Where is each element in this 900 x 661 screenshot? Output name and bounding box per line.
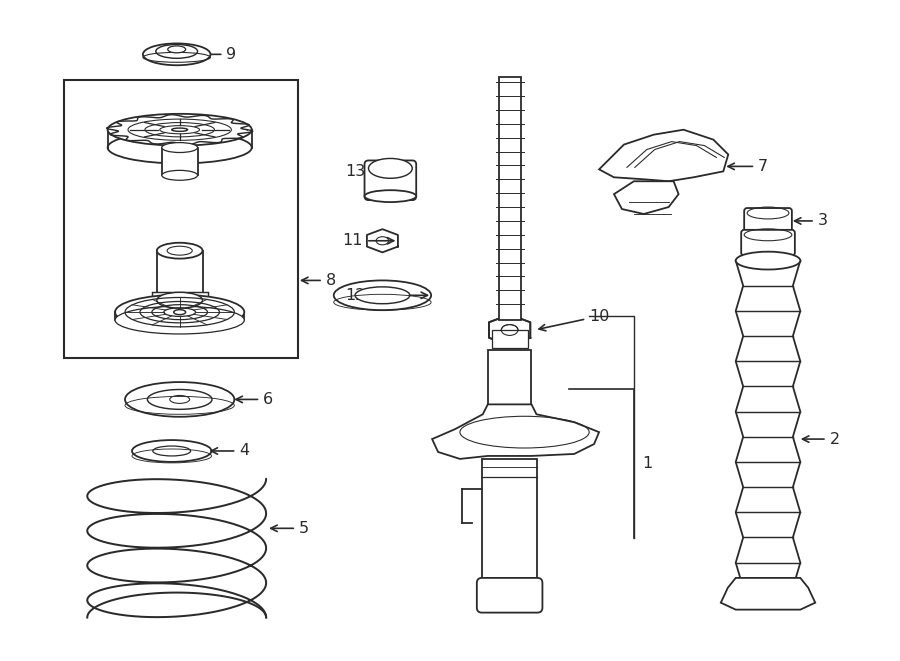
Text: 2: 2 [803,432,840,447]
Text: 9: 9 [202,47,237,62]
Polygon shape [489,315,530,346]
Ellipse shape [115,306,244,334]
Ellipse shape [172,128,187,132]
Bar [482,459,537,588]
Ellipse shape [148,389,212,409]
Ellipse shape [162,143,198,153]
FancyBboxPatch shape [744,208,792,236]
Ellipse shape [368,159,412,178]
Polygon shape [367,229,398,253]
Polygon shape [489,315,530,346]
Text: 5: 5 [271,521,309,536]
Ellipse shape [364,190,416,202]
Bar [499,77,520,320]
Bar [157,251,202,300]
Text: 8: 8 [302,273,336,288]
Text: 12: 12 [346,288,428,303]
FancyBboxPatch shape [742,230,795,256]
Text: 11: 11 [343,233,393,249]
Polygon shape [599,130,728,181]
Ellipse shape [115,295,244,329]
Ellipse shape [356,287,410,303]
Ellipse shape [174,309,185,315]
Ellipse shape [167,46,185,53]
Text: 7: 7 [728,159,769,174]
Text: 4: 4 [212,444,249,459]
Bar [491,330,527,348]
Ellipse shape [735,252,800,270]
Ellipse shape [132,440,211,462]
Text: 1: 1 [642,456,652,471]
Ellipse shape [108,132,252,163]
Ellipse shape [334,280,431,310]
Text: 6: 6 [236,392,274,407]
Polygon shape [432,405,599,459]
Bar [488,350,532,419]
Ellipse shape [108,114,252,145]
Polygon shape [614,181,679,214]
Text: 10: 10 [539,309,609,330]
Bar [152,292,208,302]
Polygon shape [721,578,815,609]
Text: 3: 3 [795,214,828,229]
Ellipse shape [162,171,198,180]
Ellipse shape [125,382,234,417]
Bar [162,147,198,175]
Ellipse shape [156,44,198,58]
FancyBboxPatch shape [364,161,416,200]
Ellipse shape [157,243,202,258]
FancyBboxPatch shape [65,80,298,358]
FancyBboxPatch shape [477,578,543,613]
Ellipse shape [143,44,211,65]
Text: 13: 13 [346,164,383,179]
Ellipse shape [157,292,202,308]
